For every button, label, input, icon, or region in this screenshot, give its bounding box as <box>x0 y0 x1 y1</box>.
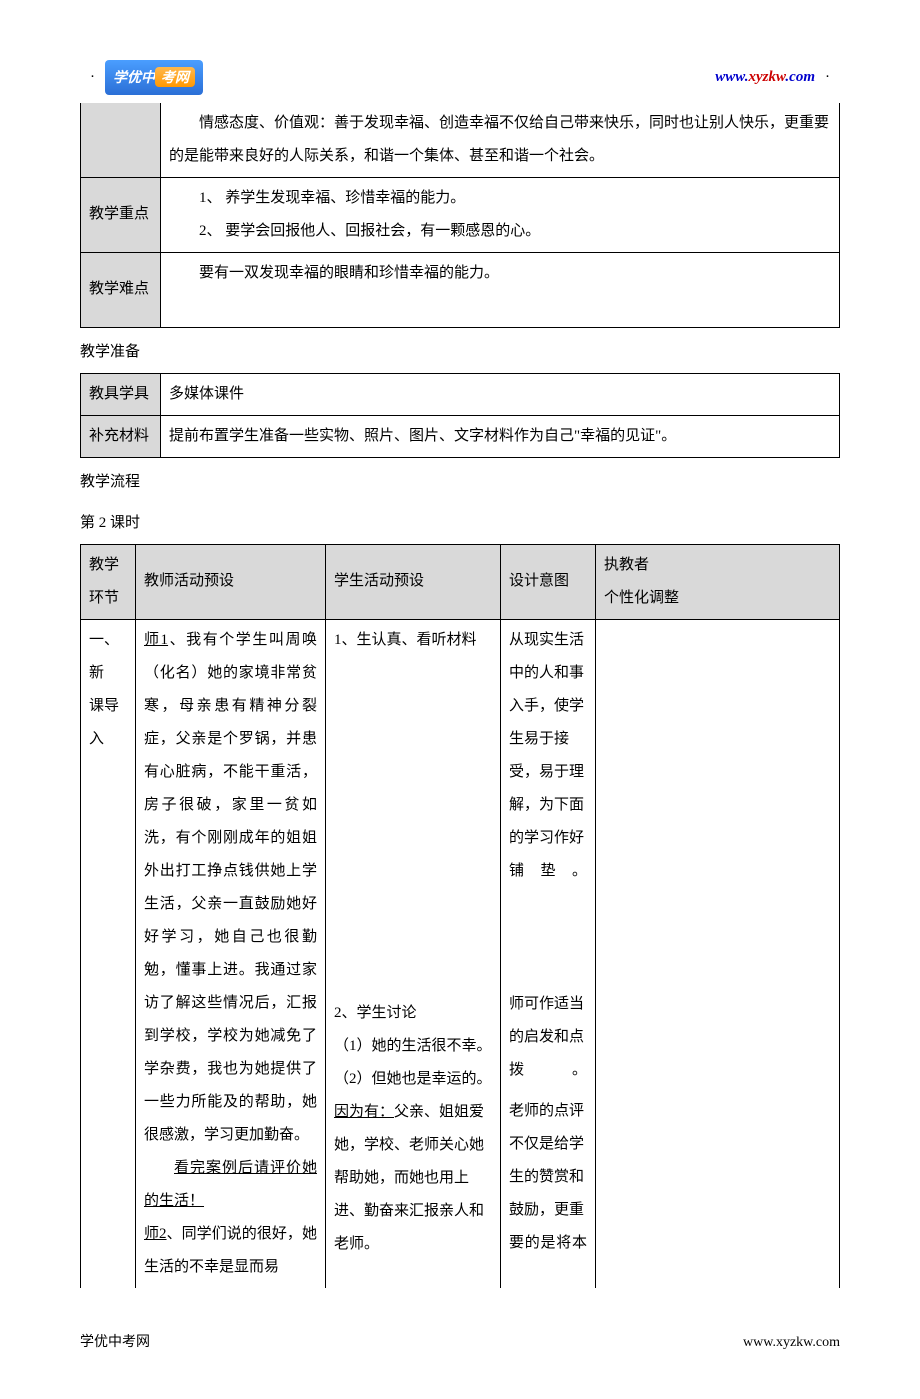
emotion-value-text: 情感态度、价值观：善于发现幸福、创造幸福不仅给自己带来快乐，同时也让别人快乐，更… <box>169 107 831 173</box>
intent-p3: 老师的点评不仅是给学生的赞赏和鼓励，更重要的是将本 <box>509 1095 587 1260</box>
table-row: 教学重点 1、 养学生发现幸福、珍惜幸福的能力。 2、 要学会回报他人、回报社会… <box>81 177 840 252</box>
stage-cell: 一、新课导入 <box>81 619 136 1288</box>
student-reason: 因为有：父亲、姐姐爱她，学校、老师关心她帮助她，而她也用上进、勤奋来汇报亲人和老… <box>334 1096 492 1261</box>
table-objectives: 情感态度、价值观：善于发现幸福、创造幸福不仅给自己带来快乐，同时也让别人快乐，更… <box>80 103 840 328</box>
student-step-1: 1、生认真、看听材料 <box>334 624 492 657</box>
student-activity-cell: 1、生认真、看听材料 2、学生讨论 （1）她的生活很不幸。 （2）但她也是幸运的… <box>326 619 501 1288</box>
materials-label: 补充材料 <box>81 415 161 457</box>
site-logo: 学优中考网 <box>105 60 203 95</box>
header-stage: 教学环节 <box>81 544 136 619</box>
difficulty-content: 要有一双发现幸福的眼睛和珍惜幸福的能力。 <box>161 252 840 327</box>
teacher-activity-cell: 师1、我有个学生叫周唤（化名）她的家境非常贫寒，母亲患有精神分裂症，父亲是个罗锅… <box>136 619 326 1288</box>
difficulty-label: 教学难点 <box>81 252 161 327</box>
logo-blue-badge: 学优中考网 <box>105 60 203 95</box>
lesson-number: 第 2 课时 <box>80 503 840 544</box>
student-opinion-1: （1）她的生活很不幸。 <box>334 1030 492 1063</box>
teacher-marker-1: 师1 <box>144 632 168 648</box>
student-step-2: 2、学生讨论 <box>334 997 492 1030</box>
teacher-prompt: 看完案例后请评价她的生活！ <box>144 1152 317 1218</box>
footer-left: 学优中考网 <box>80 1328 150 1359</box>
key-points-content: 1、 养学生发现幸福、珍惜幸福的能力。 2、 要学会回报他人、回报社会，有一颗感… <box>161 177 840 252</box>
intent-p1: 从现实生活中的人和事入手，使学生易于接受，易于理解，为下面的学习作好铺垫。 <box>509 624 587 888</box>
tools-label: 教具学具 <box>81 373 161 415</box>
empty-label-cell <box>81 103 161 178</box>
teacher-story: 、我有个学生叫周唤（化名）她的家境非常贫寒，母亲患有精神分裂症，父亲是个罗锅，并… <box>144 632 317 1143</box>
header-col5-line2: 个性化调整 <box>604 590 679 606</box>
table-row: 补充材料 提前布置学生准备一些实物、照片、图片、文字材料作为自己"幸福的见证"。 <box>81 415 840 457</box>
adjust-cell <box>596 619 840 1288</box>
page-footer: 学优中考网 www.xyzkw.com <box>80 1328 840 1359</box>
key-points-label: 教学重点 <box>81 177 161 252</box>
header-student: 学生活动预设 <box>326 544 501 619</box>
student-opinion-2: （2）但她也是幸运的。 <box>334 1063 492 1096</box>
content-cell: 情感态度、价值观：善于发现幸福、创造幸福不仅给自己带来快乐，同时也让别人快乐，更… <box>161 103 840 178</box>
design-intent-cell: 从现实生活中的人和事入手，使学生易于接受，易于理解，为下面的学习作好铺垫。 师可… <box>501 619 596 1288</box>
url-www: www. <box>715 69 748 85</box>
intent-p2: 师可作适当的启发和点拨。 <box>509 988 587 1087</box>
header-url: www.xyzkw.com <box>715 61 815 94</box>
right-dot: · <box>825 61 830 94</box>
table-row: 教学难点 要有一双发现幸福的眼睛和珍惜幸福的能力。 <box>81 252 840 327</box>
table-row: 教具学具 多媒体课件 <box>81 373 840 415</box>
page-header: · 学优中考网 www.xyzkw.com · <box>80 60 840 95</box>
tools-content: 多媒体课件 <box>161 373 840 415</box>
header-intent: 设计意图 <box>501 544 596 619</box>
key-point-1: 1、 养学生发现幸福、珍惜幸福的能力。 <box>169 182 831 215</box>
key-point-2: 2、 要学会回报他人、回报社会，有一颗感恩的心。 <box>169 215 831 248</box>
table-row: 一、新课导入 师1、我有个学生叫周唤（化名）她的家境非常贫寒，母亲患有精神分裂症… <box>81 619 840 1288</box>
url-tld: .com <box>785 69 815 85</box>
materials-content: 提前布置学生准备一些实物、照片、图片、文字材料作为自己"幸福的见证"。 <box>161 415 840 457</box>
flow-section-label: 教学流程 <box>80 462 840 503</box>
table-preparation: 教具学具 多媒体课件 补充材料 提前布置学生准备一些实物、照片、图片、文字材料作… <box>80 373 840 458</box>
url-domain: xyzkw <box>748 69 785 85</box>
header-teacher: 教师活动预设 <box>136 544 326 619</box>
prep-section-label: 教学准备 <box>80 332 840 373</box>
left-dot: · <box>90 61 95 94</box>
table-row: 情感态度、价值观：善于发现幸福、创造幸福不仅给自己带来快乐，同时也让别人快乐，更… <box>81 103 840 178</box>
footer-right: www.xyzkw.com <box>743 1328 840 1359</box>
logo-text-1: 学优中 <box>113 69 155 85</box>
table-header-row: 教学环节 教师活动预设 学生活动预设 设计意图 执教者 个性化调整 <box>81 544 840 619</box>
logo-orange-badge: 考网 <box>155 67 195 87</box>
header-teacher-adjust: 执教者 个性化调整 <box>596 544 840 619</box>
table-flow: 教学环节 教师活动预设 学生活动预设 设计意图 执教者 个性化调整 一、新课导入… <box>80 544 840 1288</box>
header-col5-line1: 执教者 <box>604 557 649 573</box>
difficulty-text: 要有一双发现幸福的眼睛和珍惜幸福的能力。 <box>169 257 831 290</box>
teacher-response: 师2、同学们说的很好，她生活的不幸是显而易 <box>144 1218 317 1284</box>
